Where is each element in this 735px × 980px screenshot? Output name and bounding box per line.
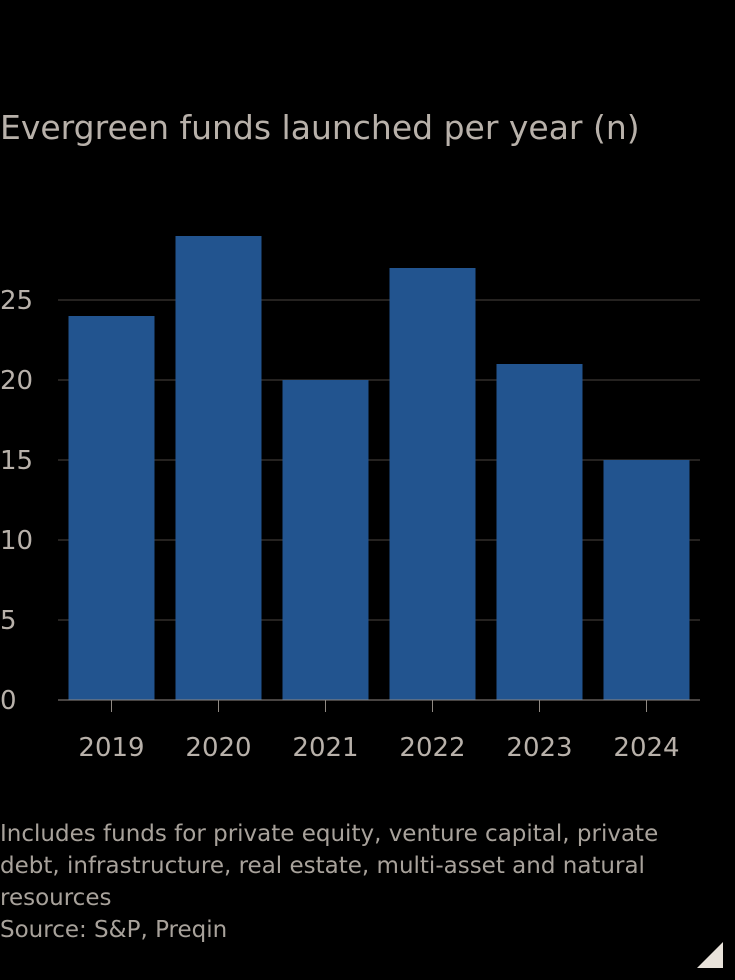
y-tick-label: 0 (0, 686, 17, 716)
bar-chart: 0 5 10 15 20 25 2019 2020 2021 2022 2023 2024 (0, 236, 700, 763)
x-tick-label: 2022 (399, 733, 465, 763)
y-tick-label: 25 (0, 286, 33, 316)
bar (282, 380, 369, 700)
x-tick-label: 2023 (506, 733, 572, 763)
chart-source: Source: S&P, Preqin (0, 917, 228, 943)
bar (496, 364, 583, 700)
y-tick-label: 5 (0, 606, 17, 636)
corner-triangle-icon (697, 942, 723, 968)
chart-title: Evergreen funds launched per year (n) (0, 108, 640, 147)
chart-note: Includes funds for private equity, ventu… (0, 821, 659, 911)
x-tick-label: 2020 (185, 733, 251, 763)
bar (68, 316, 155, 700)
x-tick-label: 2024 (613, 733, 679, 763)
y-tick-label: 20 (0, 366, 33, 396)
y-tick-label: 15 (0, 446, 33, 476)
y-tick-label: 10 (0, 526, 33, 556)
bar (175, 236, 262, 700)
bar (389, 268, 476, 700)
bar (603, 460, 690, 700)
x-tick-label: 2021 (292, 733, 358, 763)
x-tick-label: 2019 (78, 733, 144, 763)
